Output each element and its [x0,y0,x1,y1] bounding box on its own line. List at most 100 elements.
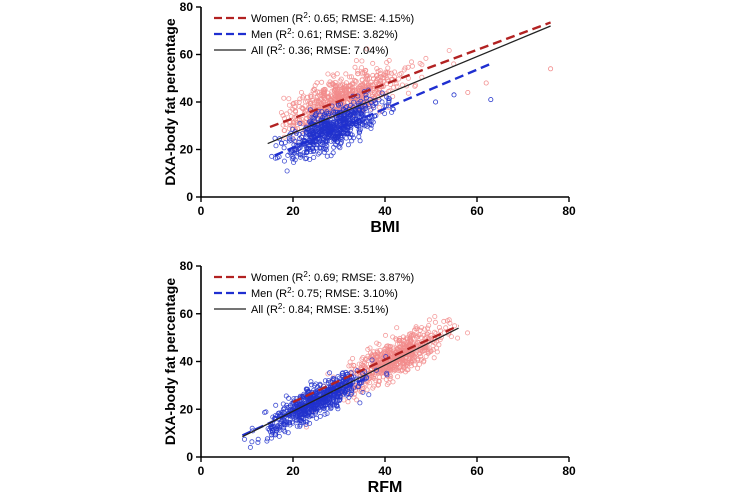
bmi-men-point [292,138,298,144]
bmi-women-point [368,79,374,85]
bmi-women-point [296,104,302,110]
bmi-men-point [329,103,335,109]
rfm-men-point [324,410,330,416]
rfm-legend: Women (R2: 0.69; RMSE: 3.87%) Men (R2: 0.… [214,270,414,316]
rfm-women-point [408,331,414,337]
rfm-men-point [384,370,390,376]
bmi-men-point [294,149,300,155]
rfm-women-point [408,338,414,344]
rfm-men-point [290,413,296,419]
rfm-men-point [328,392,334,398]
bmi-women-point [390,94,396,100]
bmi-men-point [307,129,313,135]
rfm-women-point [399,367,405,373]
bmi-women-outlier-point [483,80,489,86]
rfm-y-tick-label: 0 [186,450,193,464]
bmi-y-tick-label: 40 [180,95,194,109]
rfm-men-point [369,357,375,363]
rfm-women-point [430,347,436,353]
bmi-women-point [364,46,370,52]
bmi-men-point [330,150,336,156]
rfm-women-point [393,356,399,362]
rfm-men-point [255,436,261,442]
rfm-men-point [241,436,247,442]
bmi-women-point [334,83,340,89]
legend-label-prefix: All (R [251,304,278,316]
bmi-men-point [373,101,379,107]
bmi-men-point [310,115,316,121]
bmi-women-point [286,96,292,102]
rfm-women-point [414,326,420,332]
bmi-women-point [321,87,327,93]
rfm-women-point [370,385,376,391]
rfm-women-point [384,382,390,388]
bmi-women-point [363,68,369,74]
rfm-men-point [255,439,261,445]
bmi-chart: 0 20 40 60 80 0 20 40 60 80 BMI DXA-body fat percen… [162,0,576,236]
rfm-men-point [285,430,291,436]
rfm-men-point [282,422,288,428]
bmi-women-point [337,78,343,84]
rfm-women-point [434,349,440,355]
bmi-men-point [320,136,326,142]
bmi-women-point [374,66,380,72]
bmi-men-point [343,135,349,141]
bmi-men-point [337,145,343,151]
bmi-women-point [395,76,401,82]
bmi-women-point [325,71,331,77]
rfm-women-point [432,313,438,319]
bmi-women-point [446,48,452,54]
legend-label-suffix: : 0.84; RMSE: 3.51%) [282,304,388,316]
rfm-women-point [426,317,432,323]
bmi-men-outlier-point [433,99,439,105]
rfm-women-point [444,318,450,324]
bmi-y-tick-label: 80 [180,0,194,14]
rfm-men-point [334,394,340,400]
rfm-women-point [359,387,365,393]
bmi-women-point [340,82,346,88]
rfm-women-point [399,360,405,366]
bmi-women-point [340,85,346,91]
rfm-men-point [313,381,319,387]
bmi-men-point [379,90,385,96]
bmi-women-point [348,74,354,80]
bmi-men-outlier-point [451,92,457,98]
rfm-women-point [303,424,309,430]
rfm-women-point [413,352,419,358]
bmi-men-point [326,110,332,116]
bmi-women-outlier-point [548,66,554,72]
bmi-men-point [309,131,315,137]
rfm-men-point [328,406,334,412]
rfm-men-point [327,403,333,409]
legend-label-superscript: 2 [278,302,283,311]
bmi-men-point [341,118,347,124]
bmi-women-point [352,64,358,70]
rfm-men-point [275,410,281,416]
bmi-women-point [314,89,320,95]
rfm-legend-entry-women: Women (R2: 0.69; RMSE: 3.87%) [214,270,414,284]
rfm-x-tick-label: 0 [198,464,205,478]
rfm-men-point [281,427,287,433]
rfm-legend-label-men: Men (R2: 0.75; RMSE: 3.10%) [251,286,398,300]
rfm-men-point [327,397,333,403]
bmi-women-point [353,84,359,90]
bmi-men-point [345,111,351,117]
bmi-men-point [306,131,312,137]
rfm-women-point [367,380,373,386]
rfm-women-point [406,358,412,364]
bmi-women-point [307,104,313,110]
rfm-women-point [403,354,409,360]
rfm-men-point [327,386,333,392]
rfm-women-point [425,344,431,350]
bmi-x-tick-label: 40 [378,204,392,218]
rfm-women-point [388,359,394,365]
rfm-men-point [275,426,281,432]
legend-label-suffix: : 0.69; RMSE: 3.87%) [308,272,414,284]
bmi-women-point [408,59,414,65]
bmi-men-point [342,116,348,122]
bmi-men-point [337,133,343,139]
rfm-women-point [365,353,371,359]
bmi-men-point [332,119,338,125]
bmi-men-point [276,136,282,142]
bmi-women-outlier-point [465,90,471,96]
